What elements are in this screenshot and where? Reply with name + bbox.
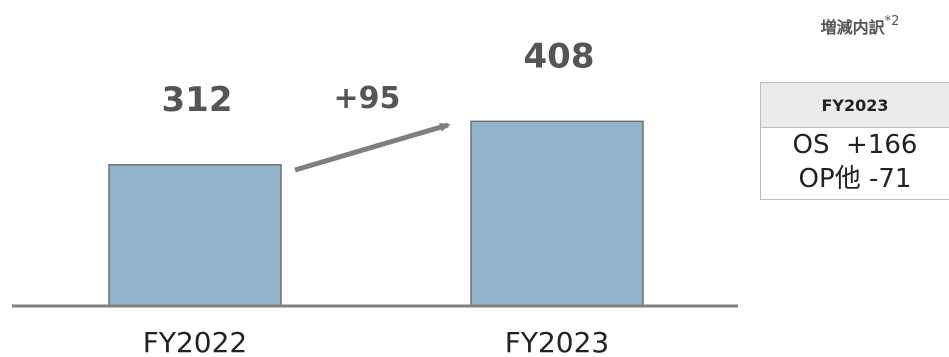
breakdown-header: FY2023	[761, 83, 949, 128]
category-label-fy2023: FY2023	[505, 326, 609, 357]
value-label-fy2023: 408	[524, 36, 595, 76]
growth-arrow	[294, 122, 451, 173]
delta-label: +95	[334, 81, 401, 116]
breakdown-row-name: OP他	[798, 164, 861, 194]
breakdown-title: 増減内訳*2	[770, 14, 949, 38]
breakdown-row-value: -71	[868, 164, 912, 194]
breakdown-row-op: OP他 -71	[761, 162, 949, 196]
breakdown-note: *2	[884, 14, 900, 29]
breakdown-table: FY2023 OS +166 OP他 -71	[760, 82, 949, 200]
breakdown-row-name: OS	[792, 130, 830, 160]
bar-fy2023	[470, 120, 644, 307]
breakdown-row-os: OS +166	[761, 128, 949, 162]
breakdown-row-value: +166	[846, 130, 918, 160]
value-label-fy2022: 312	[162, 80, 233, 120]
breakdown-title-text: 増減内訳	[820, 18, 885, 37]
bar-fy2022	[108, 164, 282, 307]
category-label-fy2022: FY2022	[143, 326, 247, 357]
